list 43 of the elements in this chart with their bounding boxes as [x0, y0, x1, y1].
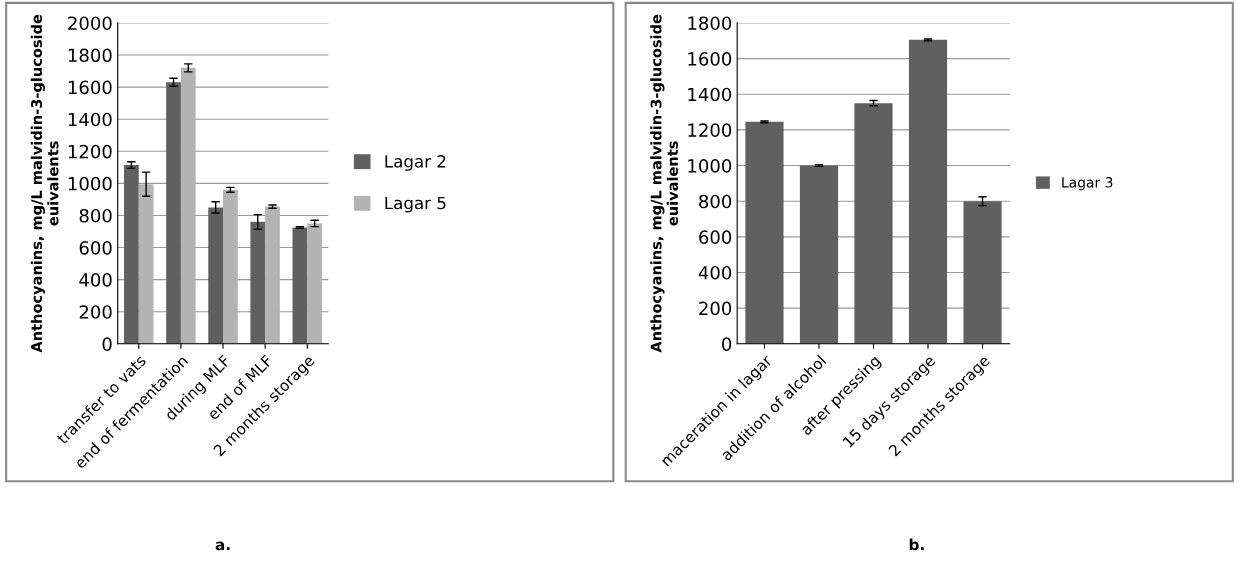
bar	[250, 221, 266, 344]
y-tick-label: 1600	[688, 52, 732, 66]
bar	[138, 184, 154, 344]
y-tick-label: 1400	[688, 87, 732, 102]
bar	[180, 67, 196, 344]
y-tick-label: 0	[102, 337, 112, 351]
y-tick-label: 0	[722, 337, 732, 351]
y-tick-label: 800	[699, 194, 732, 209]
bar	[265, 206, 280, 344]
y-axis-title: Anthocyanins, mg/L malvidin-3-glucoside euivalents	[30, 14, 59, 353]
bar	[745, 121, 784, 344]
y-tick-label: 1800	[688, 16, 732, 31]
y-tick-label: 1800	[68, 48, 112, 63]
y-tick-label: 1000	[68, 176, 112, 191]
y-tick-label: 1200	[688, 123, 732, 137]
legend-label: Lagar 2	[385, 155, 446, 171]
y-tick-label: 200	[79, 305, 112, 319]
bar	[223, 189, 238, 344]
bar	[854, 103, 893, 344]
text: b.	[909, 538, 924, 551]
y-tick-label: 2000	[68, 16, 112, 31]
bar	[963, 201, 1002, 344]
y-tick-label: 1200	[68, 144, 112, 159]
y-tick-label: 1400	[68, 112, 112, 127]
legend-label: Lagar 3	[1062, 177, 1113, 191]
bar	[908, 39, 948, 344]
bar	[307, 223, 323, 344]
legend-label: Lagar 5	[385, 196, 446, 213]
y-tick-label: 1600	[68, 80, 112, 95]
bar	[124, 164, 139, 344]
bar	[208, 207, 224, 344]
y-tick-label: 1000	[688, 158, 732, 173]
y-tick-label: 600	[699, 230, 732, 244]
y-tick-label: 600	[79, 241, 112, 255]
bar	[292, 227, 308, 344]
y-tick-label: 800	[79, 208, 112, 223]
bar	[166, 82, 181, 344]
text: a.	[215, 541, 230, 551]
y-tick-label: 400	[79, 273, 112, 287]
y-tick-label: 400	[698, 265, 732, 280]
bar	[799, 165, 839, 344]
y-axis-title: Anthocyanins, mg/L malvidin-3-glucoside euivalents	[650, 14, 679, 353]
y-tick-label: 200	[699, 301, 732, 316]
